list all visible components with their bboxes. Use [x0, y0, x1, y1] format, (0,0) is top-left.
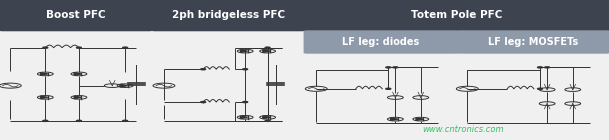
Circle shape	[122, 120, 128, 121]
Polygon shape	[416, 118, 423, 120]
Circle shape	[43, 120, 48, 121]
FancyBboxPatch shape	[151, 0, 304, 31]
Polygon shape	[263, 116, 270, 119]
Circle shape	[122, 47, 128, 48]
Polygon shape	[74, 96, 81, 99]
Text: Boost PFC: Boost PFC	[46, 10, 105, 20]
Text: LF leg: MOSFETs: LF leg: MOSFETs	[488, 37, 578, 47]
Circle shape	[201, 69, 206, 70]
Circle shape	[201, 102, 206, 103]
Polygon shape	[121, 84, 127, 87]
Polygon shape	[390, 118, 398, 120]
Text: Totem Pole PFC: Totem Pole PFC	[411, 10, 502, 20]
FancyBboxPatch shape	[303, 30, 457, 54]
Circle shape	[77, 120, 82, 121]
Circle shape	[43, 47, 48, 48]
Text: 2ph bridgeless PFC: 2ph bridgeless PFC	[172, 10, 284, 20]
Text: LF leg: diodes: LF leg: diodes	[342, 37, 419, 47]
Polygon shape	[41, 96, 48, 99]
Circle shape	[243, 69, 248, 70]
Circle shape	[393, 67, 398, 68]
FancyBboxPatch shape	[0, 0, 152, 31]
Circle shape	[386, 88, 391, 89]
FancyBboxPatch shape	[456, 30, 609, 54]
Circle shape	[243, 102, 248, 103]
Text: www.cntronics.com: www.cntronics.com	[422, 125, 504, 134]
Circle shape	[77, 47, 82, 48]
Polygon shape	[74, 73, 81, 75]
Circle shape	[265, 120, 270, 121]
Polygon shape	[41, 73, 48, 75]
Circle shape	[386, 67, 391, 68]
Polygon shape	[263, 50, 270, 52]
Circle shape	[544, 67, 549, 68]
FancyBboxPatch shape	[303, 0, 609, 31]
Circle shape	[538, 88, 543, 89]
Circle shape	[265, 47, 270, 48]
Polygon shape	[241, 116, 247, 119]
Polygon shape	[241, 50, 247, 52]
Circle shape	[538, 67, 543, 68]
